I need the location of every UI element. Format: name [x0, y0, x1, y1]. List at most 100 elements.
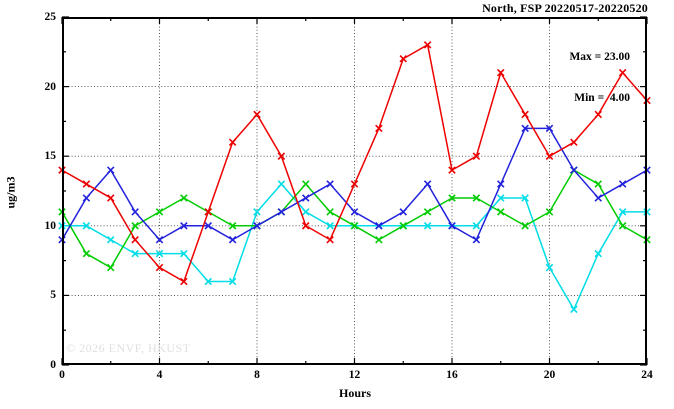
marker-blue — [228, 235, 237, 244]
marker-blue — [82, 194, 91, 202]
marker-blue — [545, 124, 554, 133]
marker-red — [618, 68, 627, 77]
plot-canvas — [58, 16, 651, 366]
x-axis-title: Hours — [338, 386, 371, 400]
marker-green — [228, 222, 237, 230]
minmax-annotation: Max = 23.00 Min = 4.00 — [569, 24, 630, 132]
x-tick-label: 8 — [254, 369, 260, 381]
marker-red — [399, 54, 408, 63]
marker-red — [375, 124, 383, 133]
marker-cyan — [106, 235, 115, 244]
marker-green — [350, 222, 359, 230]
marker-red — [277, 152, 286, 160]
series-line-red — [61, 43, 648, 283]
x-tick-label: 20 — [543, 369, 556, 381]
marker-blue — [180, 222, 188, 230]
marker-green — [448, 194, 456, 202]
marker-red — [228, 138, 237, 147]
marker-blue — [155, 235, 164, 244]
y-tick-label: 20 — [44, 80, 57, 93]
marker-blue — [399, 208, 408, 216]
x-tick-label: 12 — [348, 369, 361, 381]
y-tick-label: 15 — [44, 150, 57, 163]
marker-cyan — [472, 222, 481, 230]
marker-red — [570, 138, 578, 147]
y-axis-title: ug/m3 — [3, 176, 18, 209]
marker-red — [106, 194, 115, 202]
marker-red — [131, 235, 139, 244]
min-value-label: Min = 4.00 — [574, 91, 630, 104]
marker-green — [106, 263, 115, 272]
y-tick-label: 0 — [50, 359, 56, 371]
marker-blue — [618, 180, 627, 188]
marker-blue — [301, 194, 310, 202]
marker-cyan — [618, 208, 627, 216]
marker-red — [180, 277, 188, 286]
marker-blue — [594, 194, 603, 202]
marker-green — [375, 235, 383, 244]
marker-red — [253, 110, 261, 119]
marker-green — [301, 180, 310, 188]
marker-green — [326, 208, 334, 216]
marker-cyan — [545, 263, 554, 272]
marker-cyan — [521, 194, 529, 202]
marker-red — [423, 41, 432, 49]
marker-green — [545, 208, 554, 216]
marker-cyan — [82, 222, 91, 230]
marker-blue — [326, 180, 334, 188]
marker-red — [350, 180, 359, 188]
marker-blue — [375, 222, 383, 230]
marker-green — [180, 194, 188, 202]
marker-red — [496, 68, 505, 77]
marker-cyan — [301, 208, 310, 216]
marker-blue — [204, 222, 213, 230]
x-tick-label: 16 — [446, 369, 458, 381]
marker-cyan — [228, 277, 237, 286]
marker-red — [155, 263, 164, 272]
marker-green — [521, 222, 529, 230]
marker-red — [472, 152, 481, 160]
marker-green — [131, 222, 139, 230]
marker-cyan — [326, 222, 334, 230]
marker-red — [301, 222, 310, 230]
marker-cyan — [423, 222, 432, 230]
marker-cyan — [131, 249, 139, 258]
marker-green — [155, 208, 164, 216]
marker-green — [423, 208, 432, 216]
y-tick-label: 10 — [44, 219, 57, 232]
series-markers-blue — [58, 124, 651, 244]
marker-red — [82, 180, 91, 188]
marker-green — [82, 249, 91, 258]
x-tick-label: 24 — [641, 369, 653, 381]
marker-blue — [106, 166, 115, 174]
x-tick-label: 0 — [59, 369, 65, 381]
marker-red — [594, 110, 603, 119]
marker-blue — [350, 208, 359, 216]
marker-blue — [496, 180, 505, 188]
marker-cyan — [180, 249, 188, 258]
marker-red — [204, 208, 213, 216]
marker-red — [521, 110, 529, 119]
marker-red — [448, 166, 456, 174]
plot-area — [58, 16, 651, 366]
marker-cyan — [277, 180, 286, 188]
marker-blue — [448, 222, 456, 230]
marker-green — [618, 222, 627, 230]
plot-border — [62, 17, 647, 365]
marker-green — [472, 194, 481, 202]
x-tick-label: 4 — [156, 369, 163, 381]
marker-green — [594, 180, 603, 188]
marker-green — [496, 208, 505, 216]
marker-green — [399, 222, 408, 230]
y-tick-label: 5 — [50, 289, 56, 302]
y-tick-label: 25 — [44, 11, 57, 23]
marker-red — [545, 152, 554, 160]
marker-cyan — [594, 249, 603, 258]
marker-cyan — [155, 249, 164, 258]
marker-cyan — [570, 305, 578, 314]
max-value-label: Max = 23.00 — [569, 51, 630, 63]
marker-blue — [570, 166, 578, 174]
watermark: © 2026 ENVF, HKUST — [66, 341, 191, 355]
marker-blue — [472, 235, 481, 244]
